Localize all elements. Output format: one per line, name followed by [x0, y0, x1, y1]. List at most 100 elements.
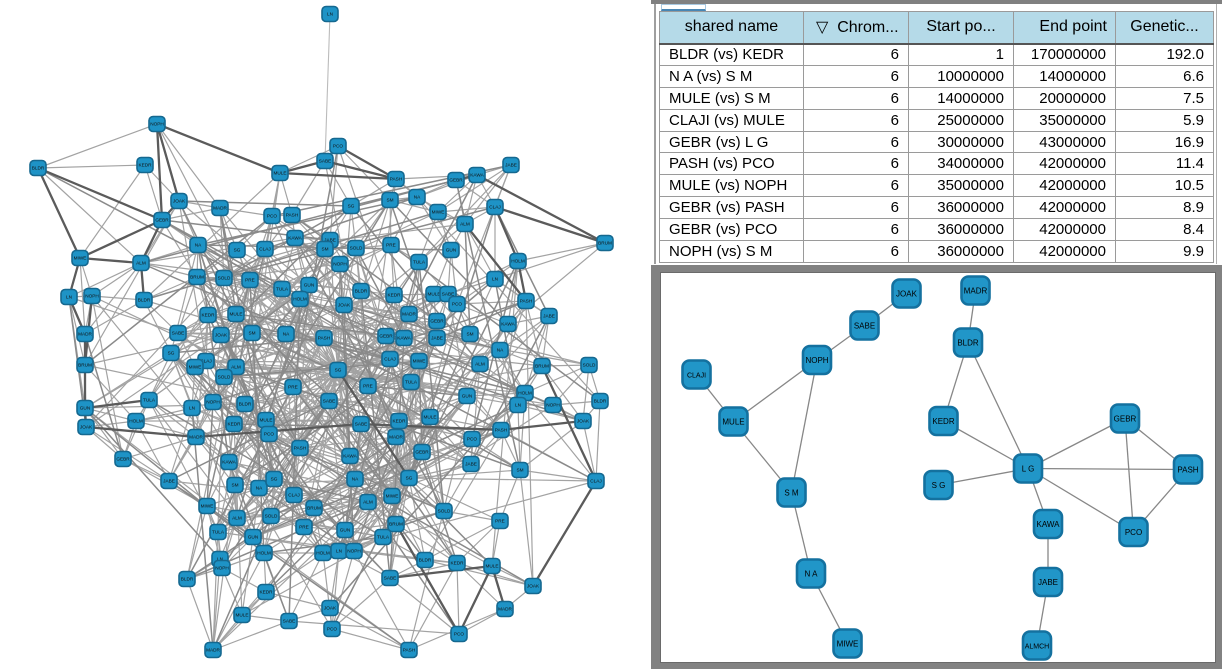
svg-text:MULE: MULE [722, 417, 744, 426]
svg-text:MADR: MADR [498, 607, 512, 612]
svg-text:MIWE: MIWE [201, 504, 214, 509]
svg-text:JABE: JABE [505, 163, 517, 168]
svg-text:KAWA: KAWA [222, 460, 236, 465]
svg-text:MULE: MULE [423, 415, 436, 420]
svg-text:SABE: SABE [283, 619, 296, 624]
svg-text:BLDR: BLDR [239, 402, 252, 407]
svg-text:KAWA: KAWA [1037, 520, 1061, 529]
svg-text:LN: LN [66, 295, 72, 300]
svg-text:JOAK: JOAK [173, 199, 186, 204]
svg-text:HOLM: HOLM [518, 391, 532, 396]
svg-text:NA: NA [256, 486, 263, 491]
svg-text:NOPH: NOPH [85, 294, 99, 299]
svg-text:KAWA: KAWA [343, 454, 357, 459]
svg-text:KEDR: KEDR [932, 417, 954, 426]
svg-text:S M: S M [784, 488, 799, 497]
svg-text:JOAK: JOAK [80, 425, 93, 430]
svg-text:KAWA: KAWA [288, 236, 302, 241]
svg-text:MULE: MULE [235, 613, 248, 618]
svg-text:MIWE: MIWE [74, 256, 87, 261]
svg-text:PCO: PCO [454, 632, 465, 637]
svg-text:BRUM: BRUM [190, 275, 204, 280]
svg-text:SM: SM [386, 198, 393, 203]
svg-text:CLAJ: CLAJ [384, 357, 395, 362]
svg-text:NOPH: NOPH [347, 549, 361, 554]
svg-text:CLAJ: CLAJ [489, 205, 500, 210]
svg-text:GEBR: GEBR [116, 457, 130, 462]
svg-text:PCO: PCO [264, 432, 275, 437]
svg-text:SOLD: SOLD [350, 246, 363, 251]
svg-text:PRE: PRE [363, 384, 373, 389]
svg-text:NOPH: NOPH [805, 356, 828, 365]
svg-text:SABE: SABE [442, 292, 455, 297]
svg-text:PRE: PRE [386, 243, 396, 248]
svg-text:NA: NA [352, 477, 359, 482]
svg-text:PCO: PCO [1125, 528, 1142, 537]
svg-text:SOLD: SOLD [438, 509, 451, 514]
svg-text:MULE: MULE [427, 292, 440, 297]
svg-text:MULE: MULE [485, 564, 498, 569]
svg-text:PASH: PASH [1177, 465, 1198, 474]
svg-text:CLAJ: CLAJ [590, 479, 601, 484]
svg-text:SABE: SABE [319, 159, 332, 164]
svg-text:MADR: MADR [206, 648, 220, 653]
svg-text:GUN: GUN [248, 535, 258, 540]
svg-text:ALM: ALM [475, 362, 485, 367]
svg-text:ALM: ALM [136, 261, 146, 266]
svg-text:SABE: SABE [172, 331, 185, 336]
svg-text:KEDR: KEDR [387, 293, 401, 298]
svg-text:JABE: JABE [1038, 578, 1058, 587]
svg-text:GEBR: GEBR [430, 319, 444, 324]
svg-text:SABE: SABE [323, 399, 336, 404]
svg-text:TULA: TULA [413, 260, 426, 265]
svg-text:KAWA: KAWA [501, 322, 515, 327]
svg-text:HOLM: HOLM [316, 551, 330, 556]
svg-text:HOLM: HOLM [293, 297, 307, 302]
svg-text:MIWE: MIWE [432, 210, 445, 215]
svg-text:PASH: PASH [520, 299, 532, 304]
svg-text:BRUM: BRUM [598, 241, 612, 246]
svg-text:MIWE: MIWE [189, 365, 202, 370]
svg-text:L G: L G [1022, 464, 1035, 473]
svg-text:SG: SG [406, 476, 413, 481]
svg-text:JOAK: JOAK [215, 333, 228, 338]
svg-text:SG: SG [271, 477, 278, 482]
svg-text:MIWE: MIWE [386, 494, 399, 499]
svg-text:NOPH: NOPH [150, 122, 164, 127]
svg-text:ALM: ALM [460, 222, 470, 227]
svg-text:PCO: PCO [333, 144, 344, 149]
svg-text:MULE: MULE [259, 418, 272, 423]
svg-text:KEDR: KEDR [138, 163, 152, 168]
svg-text:KEDR: KEDR [201, 313, 215, 318]
svg-text:PRE: PRE [245, 278, 255, 283]
svg-text:HOLM: HOLM [129, 419, 143, 424]
svg-text:TULA: TULA [405, 380, 418, 385]
svg-text:GUN: GUN [446, 248, 456, 253]
svg-text:GEBR: GEBR [449, 178, 463, 183]
svg-text:SOLD: SOLD [583, 363, 596, 368]
svg-text:KEDR: KEDR [227, 422, 241, 427]
svg-text:TULA: TULA [377, 535, 390, 540]
svg-text:BLDR: BLDR [957, 338, 979, 347]
svg-text:GEBR: GEBR [155, 218, 169, 223]
svg-text:ALM: ALM [363, 500, 373, 505]
svg-text:PASH: PASH [318, 336, 330, 341]
svg-text:PASH: PASH [286, 213, 298, 218]
svg-text:SABE: SABE [854, 321, 875, 330]
svg-text:ALMCH: ALMCH [1025, 643, 1050, 650]
svg-text:NA: NA [414, 195, 421, 200]
svg-text:KEDR: KEDR [259, 590, 273, 595]
svg-text:PCO: PCO [267, 214, 278, 219]
svg-text:JOAK: JOAK [338, 303, 351, 308]
svg-text:BLDR: BLDR [355, 289, 368, 294]
svg-text:PCO: PCO [467, 437, 478, 442]
svg-text:SM: SM [466, 332, 473, 337]
svg-text:NOPH: NOPH [215, 566, 229, 571]
svg-text:MADR: MADR [78, 332, 92, 337]
svg-text:SG: SG [348, 204, 355, 209]
svg-text:HOLM: HOLM [511, 259, 525, 264]
svg-text:GEBR: GEBR [1114, 414, 1137, 423]
svg-text:JOAK: JOAK [527, 584, 540, 589]
svg-text:BRUM: BRUM [307, 506, 321, 511]
svg-text:SM: SM [516, 468, 523, 473]
